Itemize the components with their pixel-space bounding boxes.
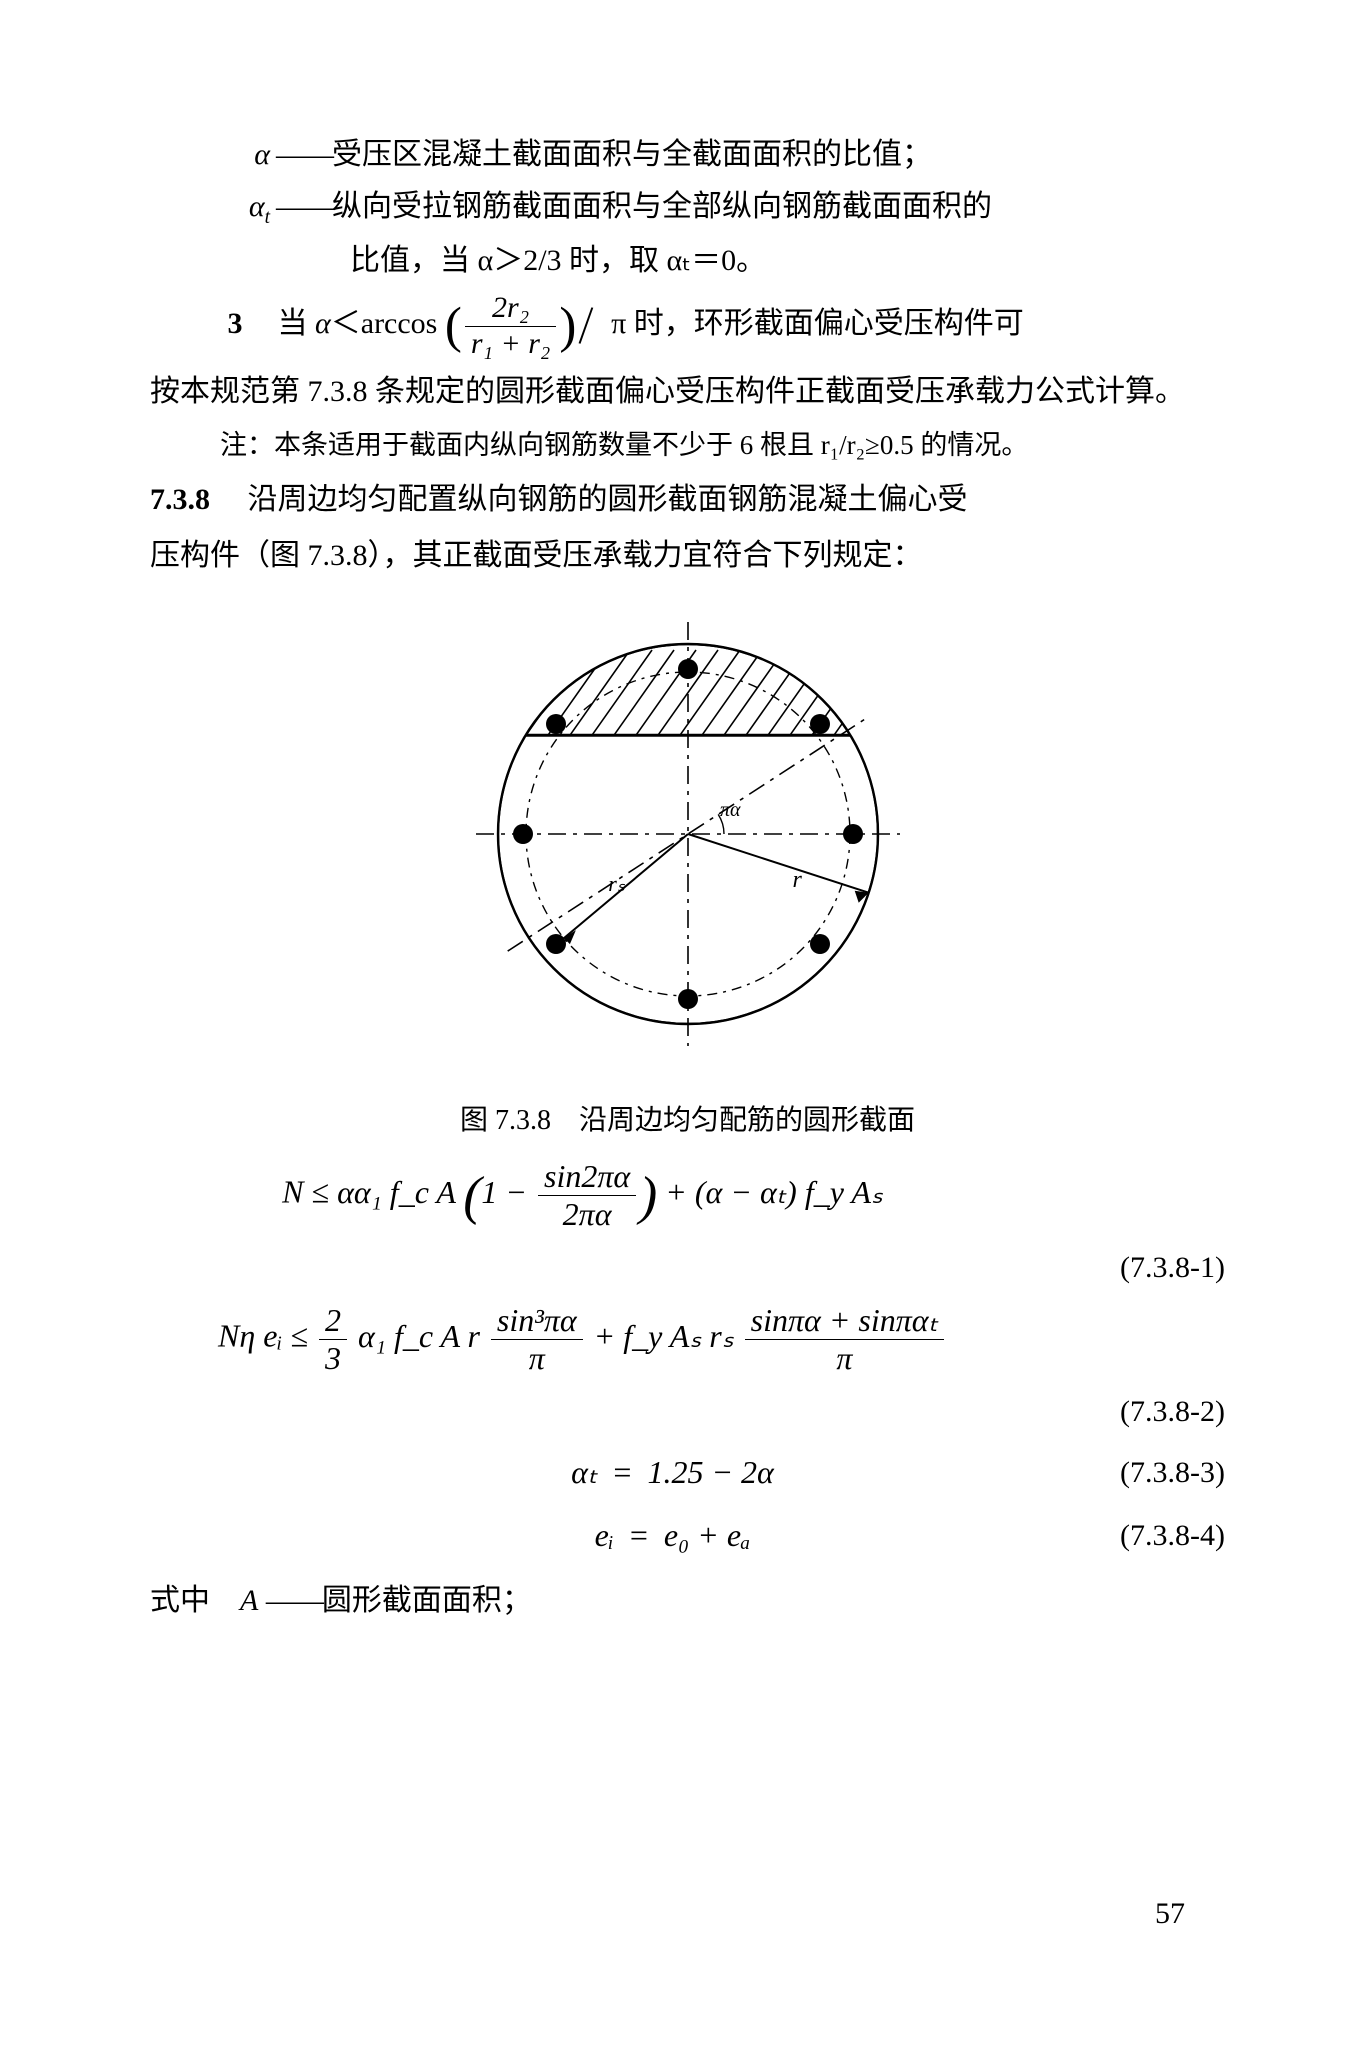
section-7-3-8: 7.3.8 沿周边均匀配置纵向钢筋的圆形截面钢筋混凝土偏心受 [150,475,1225,525]
item-3-continuation: 按本规范第 7.3.8 条规定的圆形截面偏心受压构件正截面受压承载力公式计算。 [150,367,1225,417]
def-symbol: αt [150,182,276,234]
eq-label-3: (7.3.8-3) [1015,1448,1225,1498]
section-text-2: 压构件（图 7.3.8），其正截面受压承载力宜符合下列规定： [150,531,1225,581]
eq-label-4: (7.3.8-4) [1015,1511,1225,1561]
def-text: ——受压区混凝土截面面积与全截面面积的比值； [276,130,932,180]
eq-body: eᵢ = e₀ + eₐ [150,1509,1015,1562]
definition-alpha-t: αt ——纵向受拉钢筋截面面积与全部纵向钢筋截面面积的 [150,182,1225,234]
page: α ——受压区混凝土截面面积与全截面面积的比值； αt ——纵向受拉钢筋截面面积… [0,0,1365,2048]
definition-continuation: 比值，当 α＞2/3 时，取 αₜ＝0。 [350,236,1225,286]
item-number: 3 [200,299,270,349]
definition-alpha: α ——受压区混凝土截面面积与全截面面积的比值； [150,130,1225,180]
note: 注：本条适用于截面内纵向钢筋数量不少于 6 根且 r₁/r₂≥0.5 的情况。 [220,423,1225,468]
equation-7-3-8-3: αₜ = 1.25 − 2α (7.3.8-3) [150,1446,1225,1499]
circular-section-diagram: πα r rₛ [448,604,928,1064]
page-number: 57 [1155,1889,1185,1939]
where-clause: 式中 A ——圆形截面面积； [150,1576,1225,1626]
equations: N ≤ αα₁ f_c A (1 − sin2πα2πα) + (α − αₜ)… [150,1158,1225,1562]
svg-text:r: r [792,867,802,893]
svg-text:rₛ: rₛ [608,871,626,896]
equation-7-3-8-4: eᵢ = e₀ + eₐ (7.3.8-4) [150,1509,1225,1562]
section-number: 7.3.8 [150,483,210,516]
eq-body: Nη eᵢ ≤ 23 α₁ f_c A r sin³παπ + f_y Aₛ r… [150,1302,1015,1377]
item-3: 3 当 α＜arccos ( 2r₂r₁ + r₂ ) / π 时，环形截面偏心… [150,291,1225,361]
equation-7-3-8-1: N ≤ αα₁ f_c A (1 − sin2πα2πα) + (α − αₜ)… [150,1158,1225,1233]
def-symbol: α [150,130,276,180]
svg-text:πα: πα [720,799,741,821]
eq-body: N ≤ αα₁ f_c A (1 − sin2πα2πα) + (α − αₜ)… [150,1158,1015,1233]
eq-body: αₜ = 1.25 − 2α [150,1446,1015,1499]
figure-7-3-8: πα r rₛ 图 7.3.8 沿周边均匀配筋的圆形截面 [150,604,1225,1144]
eq-label-1: (7.3.8-1) [1015,1243,1225,1293]
def-text: ——纵向受拉钢筋截面面积与全部纵向钢筋截面面积的 [276,182,992,234]
equation-7-3-8-2: Nη eᵢ ≤ 23 α₁ f_c A r sin³παπ + f_y Aₛ r… [150,1302,1225,1377]
eq-label-2: (7.3.8-2) [1015,1387,1225,1437]
figure-caption: 图 7.3.8 沿周边均匀配筋的圆形截面 [150,1098,1225,1144]
